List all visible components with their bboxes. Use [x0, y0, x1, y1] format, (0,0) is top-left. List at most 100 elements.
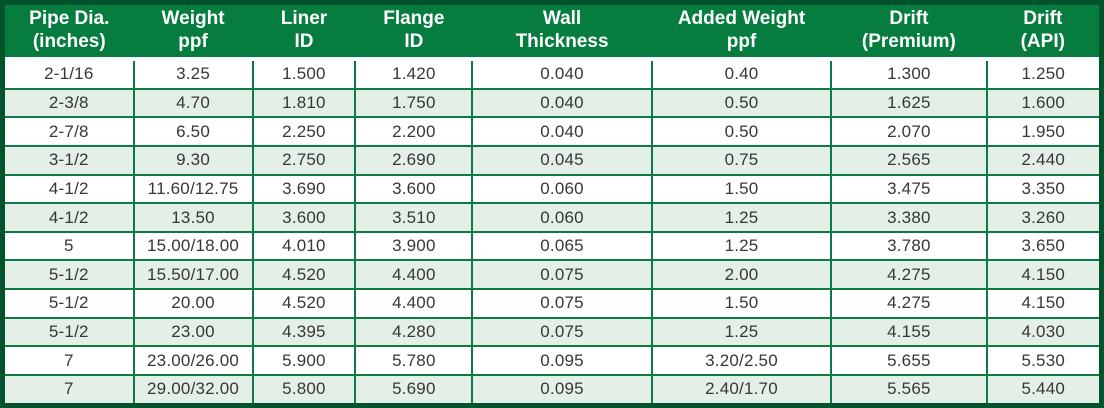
table-cell: 3.650: [985, 230, 1103, 262]
table-cell: 5.530: [985, 345, 1103, 376]
table-row: 5 15.00/18.00 4.010 3.900 0.065 1.25 3.780 3.65…: [1, 230, 1103, 262]
table-cell: 3.20/2.50: [650, 345, 833, 376]
table-cell: 0.075: [471, 316, 653, 348]
table-cell: 7: [1, 345, 135, 376]
table-cell: 2.00: [650, 259, 833, 291]
header-row: Pipe Dia. (inches) Weight ppf Liner ID Flange I…: [2, 2, 1102, 61]
table-cell: 1.810: [251, 87, 357, 119]
table-row: 5-1/2 23.00 4.395 4.280 0.075 1.25 4.155 4.030: [1, 316, 1103, 348]
column-header-line1: Wall: [542, 8, 582, 29]
table-row: 5-1/2 20.00 4.520 4.400 0.075 1.50 4.275 4.150: [1, 288, 1103, 319]
table-cell: 0.060: [471, 173, 653, 205]
table-cell: 5-1/2: [1, 259, 135, 291]
table-cell: 5-1/2: [1, 288, 135, 319]
column-header-line2: ID: [404, 31, 424, 52]
table-cell: 9.30: [132, 145, 254, 176]
table-cell: 4-1/2: [1, 173, 135, 205]
table-cell: 0.040: [471, 116, 653, 148]
table-cell: 0.065: [471, 230, 653, 262]
table-cell: 11.60/12.75: [132, 173, 254, 205]
table-cell: 0.50: [650, 116, 833, 148]
table-row: 2-7/8 6.50 2.250 2.200 0.040 0.50 2.070 1.950: [1, 116, 1103, 148]
column-header-line1: Weight: [161, 8, 225, 29]
column-header-line2: ppf: [178, 31, 208, 52]
table-cell: 1.950: [985, 116, 1103, 148]
table-cell: 0.040: [471, 58, 653, 90]
table-cell: 4.280: [354, 316, 474, 348]
column-header-line2: Thickness: [515, 31, 609, 52]
table-cell: 3.260: [985, 202, 1103, 233]
table-cell: 0.075: [471, 288, 653, 319]
table-cell: 4.275: [830, 288, 988, 319]
table-cell: 4.275: [830, 259, 988, 291]
table-cell: 5: [1, 230, 135, 262]
column-header-line1: Added Weight: [677, 8, 806, 29]
table-cell: 3.780: [830, 230, 988, 262]
table-cell: 3.380: [830, 202, 988, 233]
table-cell: 20.00: [132, 288, 254, 319]
table-cell: 3.25: [132, 58, 254, 90]
table-cell: 0.040: [471, 87, 653, 119]
table-cell: 7: [1, 373, 135, 407]
table-cell: 3.900: [354, 230, 474, 262]
table-cell: 1.50: [650, 173, 833, 205]
table-cell: 2.070: [830, 116, 988, 148]
table-cell: 2-3/8: [1, 87, 135, 119]
table-row: 5-1/2 15.50/17.00 4.520 4.400 0.075 2.00 4.275…: [1, 259, 1103, 291]
table-cell: 2-1/16: [1, 58, 135, 90]
table-cell: 5.440: [985, 373, 1103, 407]
table-body: 2-1/16 3.25 1.500 1.420 0.040 0.40 1.300 1.250 2…: [1, 58, 1103, 407]
table-cell: 3.510: [354, 202, 474, 233]
table-cell: 3.475: [830, 173, 988, 205]
table-cell: 2-7/8: [1, 116, 135, 148]
table-cell: 4.70: [132, 87, 254, 119]
table-cell: 15.50/17.00: [132, 259, 254, 291]
table-cell: 4.010: [251, 230, 357, 262]
column-header-line1: Liner: [280, 8, 328, 29]
table-cell: 1.25: [650, 230, 833, 262]
column-header-line2: ID: [294, 31, 314, 52]
table-cell: 0.40: [650, 58, 833, 90]
column-header-line1: Drift: [1023, 8, 1063, 29]
table-cell: 0.75: [650, 145, 833, 176]
table-cell: 29.00/32.00: [132, 373, 254, 407]
table-cell: 2.750: [251, 145, 357, 176]
table-cell: 4.395: [251, 316, 357, 348]
table-cell: 1.420: [354, 58, 474, 90]
table-cell: 0.095: [471, 345, 653, 376]
table-cell: 23.00/26.00: [132, 345, 254, 376]
table-cell: 13.50: [132, 202, 254, 233]
table-row: 4-1/2 13.50 3.600 3.510 0.060 1.25 3.380 3.260: [1, 202, 1103, 233]
table-cell: 5-1/2: [1, 316, 135, 348]
table-row: 3-1/2 9.30 2.750 2.690 0.045 0.75 2.565 2.440: [1, 145, 1103, 176]
column-header-6: Drift (Premium): [831, 2, 987, 61]
table-cell: 4.030: [985, 316, 1103, 348]
table-cell: 5.655: [830, 345, 988, 376]
table-cell: 0.095: [471, 373, 653, 407]
table-cell: 3.600: [354, 173, 474, 205]
table-header: Pipe Dia. (inches) Weight ppf Liner ID Flange I…: [2, 2, 1102, 61]
table-cell: 4.150: [985, 288, 1103, 319]
table-cell: 2.40/1.70: [650, 373, 833, 407]
column-header-line1: Flange: [383, 8, 445, 29]
table-cell: 4.400: [354, 259, 474, 291]
table-cell: 15.00/18.00: [132, 230, 254, 262]
table-cell: 2.200: [354, 116, 474, 148]
table-cell: 3.600: [251, 202, 357, 233]
table-cell: 0.060: [471, 202, 653, 233]
table-cell: 4.520: [251, 288, 357, 319]
table-cell: 2.440: [985, 145, 1103, 176]
table-cell: 0.075: [471, 259, 653, 291]
column-header-7: Drift (API): [986, 2, 1102, 61]
table-cell: 5.565: [830, 373, 988, 407]
table-cell: 1.300: [830, 58, 988, 90]
column-header-line1: Pipe Dia.: [29, 8, 110, 29]
table-cell: 3.350: [985, 173, 1103, 205]
table-cell: 1.25: [650, 202, 833, 233]
table-cell: 2.250: [251, 116, 357, 148]
column-header-line2: (Premium): [861, 31, 956, 52]
table-cell: 0.50: [650, 87, 833, 119]
table-cell: 1.625: [830, 87, 988, 119]
column-header-line2: (API): [1020, 31, 1065, 52]
